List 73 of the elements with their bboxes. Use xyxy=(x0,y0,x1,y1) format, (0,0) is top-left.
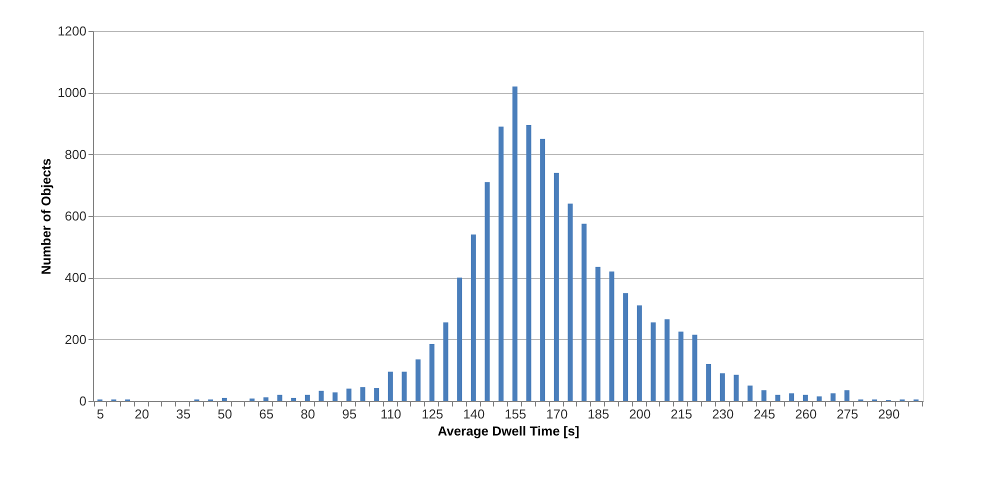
x-tick-label: 245 xyxy=(754,406,776,422)
bar xyxy=(332,392,338,401)
bar xyxy=(388,372,393,401)
bar xyxy=(816,396,822,401)
bar xyxy=(692,334,698,401)
bar xyxy=(402,372,407,401)
bar xyxy=(706,364,712,401)
x-tick-label: 275 xyxy=(836,406,858,422)
bar xyxy=(678,332,684,401)
bar xyxy=(540,138,546,401)
bar xyxy=(277,394,282,401)
bar xyxy=(761,390,766,401)
x-tick-label: 155 xyxy=(504,406,526,422)
x-tick-label: 110 xyxy=(380,406,402,422)
x-tick-label: 215 xyxy=(670,406,692,422)
x-tick-label: 125 xyxy=(422,406,444,422)
bar xyxy=(443,322,448,401)
bar xyxy=(346,388,352,401)
bar xyxy=(623,293,628,401)
bar xyxy=(720,373,725,401)
x-tick-label: 290 xyxy=(878,406,900,422)
x-tick-label: 230 xyxy=(712,406,734,422)
y-tick-label: 1200 xyxy=(58,24,86,38)
bar xyxy=(526,125,532,401)
bar xyxy=(318,390,324,401)
bar xyxy=(636,305,642,401)
bar xyxy=(830,393,836,401)
bar xyxy=(304,394,310,401)
bar xyxy=(498,126,504,401)
bar xyxy=(775,394,780,401)
bar xyxy=(844,390,850,401)
x-tick-label: 50 xyxy=(218,406,232,422)
bar xyxy=(457,278,462,401)
x-tick-label: 65 xyxy=(259,406,274,422)
bar xyxy=(416,359,421,401)
bar xyxy=(664,319,670,401)
bar xyxy=(650,322,656,401)
bar xyxy=(374,388,380,401)
y-tick-label: 1000 xyxy=(58,85,86,100)
bar xyxy=(789,393,794,401)
bar xyxy=(484,182,490,401)
bar xyxy=(222,398,227,401)
bar xyxy=(802,394,808,401)
x-tick-label: 5 xyxy=(96,406,104,422)
x-axis-title: Average Dwell Time [s] xyxy=(438,424,580,438)
bar xyxy=(582,224,587,401)
x-tick-label: 35 xyxy=(176,406,191,422)
x-tick-label: 260 xyxy=(795,406,817,422)
x-tick-label: 20 xyxy=(134,406,150,422)
bar xyxy=(568,204,573,401)
bar xyxy=(429,344,434,401)
bar xyxy=(291,398,296,401)
y-tick-label: 600 xyxy=(64,208,86,224)
bar xyxy=(512,86,518,401)
y-tick-label: 800 xyxy=(64,146,86,162)
x-tick-label: 80 xyxy=(300,406,316,422)
bar xyxy=(263,397,268,401)
x-tick-label: 170 xyxy=(546,406,568,422)
bar xyxy=(734,374,739,401)
x-tick-label: 200 xyxy=(629,406,651,422)
bar xyxy=(554,172,559,401)
bar xyxy=(748,386,753,401)
bar xyxy=(595,266,600,401)
bar xyxy=(470,234,476,401)
y-tick-label: 0 xyxy=(79,394,86,408)
x-tick-label: 95 xyxy=(342,406,357,422)
x-tick-label: 185 xyxy=(588,406,610,422)
x-tick-label: 140 xyxy=(463,406,485,422)
y-axis-title: Number of Objects xyxy=(38,158,54,275)
y-tick-label: 400 xyxy=(64,270,86,286)
y-tick-label: 200 xyxy=(64,332,86,347)
bar xyxy=(360,387,366,401)
bar xyxy=(609,272,614,401)
